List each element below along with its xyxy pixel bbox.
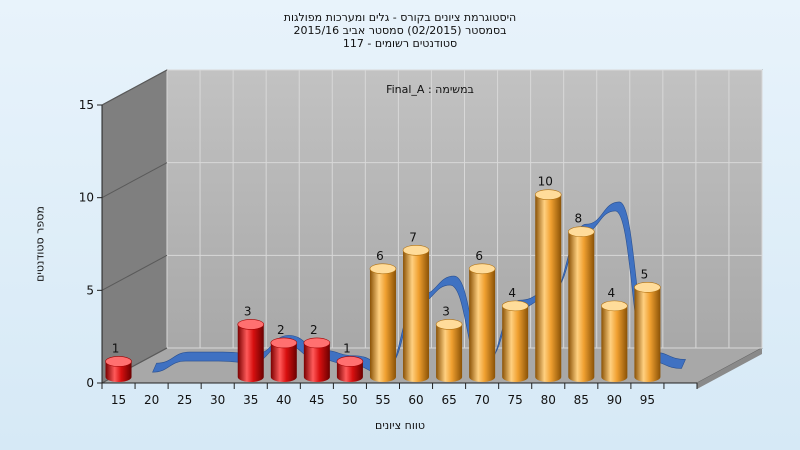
title-line-1: היסטוגרמת ציונים בקורס - גלים ומערכות מפ… [283, 11, 517, 24]
x-tick-label: 95 [640, 393, 655, 407]
bar-top [237, 319, 265, 330]
y-tick-label: 5 [86, 283, 94, 297]
y-tick-label: 10 [79, 191, 94, 205]
bar-value-label: 3 [244, 304, 252, 318]
bar: 4 [601, 286, 628, 382]
bar-value-label: 1 [343, 341, 351, 355]
bar-body [403, 250, 430, 382]
floor-edge [697, 348, 762, 389]
bar-body [237, 324, 264, 382]
bar: 3 [237, 304, 265, 382]
grid-line-wall [101, 254, 168, 291]
x-tick-label: 45 [309, 393, 324, 407]
bar-body [436, 324, 463, 382]
chart-subtitle: במשימה : Final_A [386, 83, 474, 96]
x-tick-label: 15 [111, 393, 126, 407]
bar-value-label: 10 [538, 175, 553, 189]
bar-body [469, 268, 496, 382]
x-tick-label: 60 [408, 393, 423, 407]
bar-body [568, 231, 595, 382]
x-tick-label: 20 [144, 393, 159, 407]
bar-top [568, 226, 595, 238]
bar: 5 [634, 267, 661, 382]
bar-top [402, 244, 430, 256]
x-tick-label: 25 [177, 393, 192, 407]
x-tick-label: 80 [541, 393, 556, 407]
chart-title: היסטוגרמת ציונים בקורס - גלים ומערכות מפ… [200, 11, 600, 50]
bar-top [634, 282, 661, 293]
bar-top [501, 300, 529, 312]
bar-top [369, 263, 397, 275]
x-tick-label: 85 [574, 393, 589, 407]
bar: 6 [369, 249, 397, 382]
bar: 2 [303, 323, 331, 382]
bar-value-label: 1 [112, 341, 120, 355]
bar: 10 [534, 175, 562, 382]
bar: 1 [336, 341, 364, 382]
x-axis-label: טווח ציונים [375, 419, 425, 432]
bar-top [270, 337, 298, 349]
bar-body [270, 342, 297, 382]
bar-body [634, 287, 661, 382]
grid-line-wall [101, 162, 168, 199]
bar-top [534, 189, 562, 200]
bar-value-label: 4 [608, 286, 616, 300]
x-tick-label: 90 [607, 393, 622, 407]
bar-value-label: 8 [574, 212, 582, 226]
x-tick-label: 55 [375, 393, 390, 407]
x-tick-label: 50 [342, 393, 357, 407]
bar-value-label: 5 [641, 267, 649, 281]
bar-body [601, 305, 628, 382]
bar-value-label: 2 [310, 323, 318, 337]
bar-value-label: 6 [475, 249, 483, 263]
x-tick-label: 75 [508, 393, 523, 407]
bar: 2 [270, 323, 298, 382]
grid-line-wall [101, 69, 168, 106]
bar: 4 [501, 286, 529, 382]
bar-body [502, 305, 529, 382]
y-tick-label: 15 [79, 98, 94, 112]
bar-value-label: 4 [508, 286, 516, 300]
title-line-3: סטודנטים רשומים - 117 [342, 37, 458, 50]
bar-top [435, 319, 463, 330]
bar-body [105, 361, 132, 382]
bar-value-label: 7 [409, 230, 417, 244]
bar-body [369, 268, 396, 382]
x-tick-label: 30 [210, 393, 225, 407]
x-tick-label: 70 [474, 393, 489, 407]
bar-body [336, 361, 363, 382]
bar: 8 [568, 212, 595, 382]
bar-body [303, 342, 330, 382]
bar: 7 [402, 230, 430, 382]
bar: 6 [468, 249, 496, 382]
bar: 1 [105, 341, 132, 382]
bar: 3 [435, 304, 463, 382]
y-tick-label: 0 [86, 376, 94, 390]
bar-value-label: 3 [442, 304, 450, 318]
bar-value-label: 6 [376, 249, 384, 263]
bar-body [535, 194, 562, 382]
bar-value-label: 2 [277, 323, 285, 337]
bar-top [303, 337, 331, 349]
title-line-2: בסמסטר (02/2015) סמסטר אביב 2015/16 [293, 24, 507, 37]
bar-top [105, 356, 132, 367]
bar-top [601, 300, 628, 312]
left-wall [101, 69, 168, 384]
x-tick-label: 40 [276, 393, 291, 407]
bar-top [336, 356, 364, 367]
bar-top [468, 263, 496, 275]
x-tick-label: 35 [243, 393, 258, 407]
x-tick-label: 65 [441, 393, 456, 407]
